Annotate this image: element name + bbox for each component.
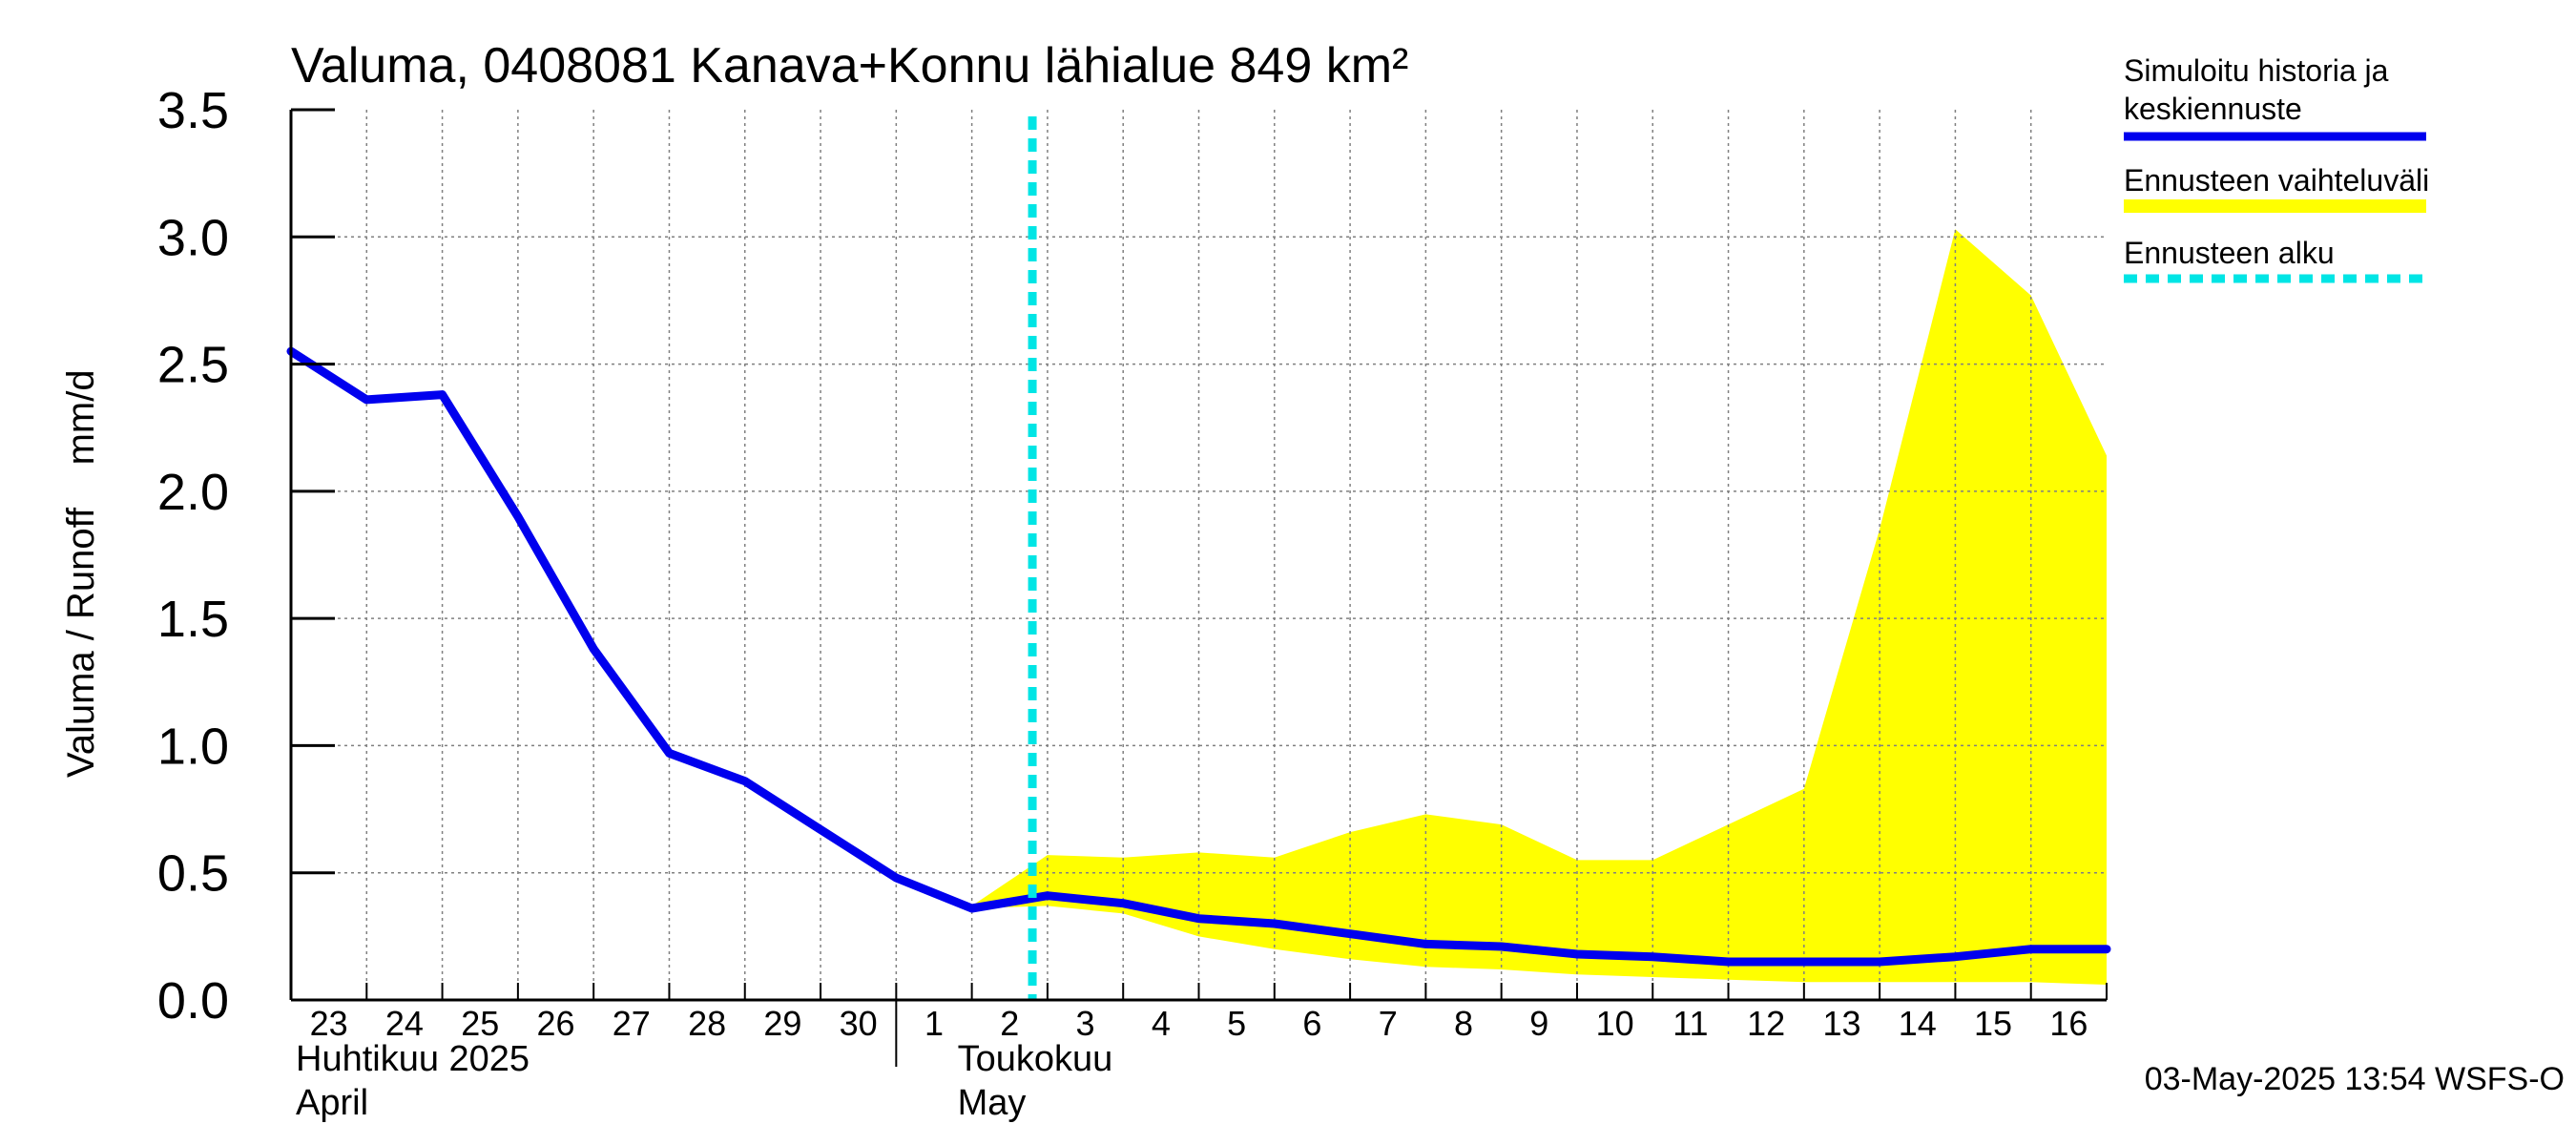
x-tick-label: 29 bbox=[763, 1004, 801, 1043]
x-tick-labels: 23 24 25 26 27 28 29 30 1 2 3 4 5 6 7 8 9 10 11 12 13 14 15 16 bbox=[290, 983, 2108, 1043]
x-tick-label: 14 bbox=[1899, 1004, 1937, 1043]
x-tick-label: 4 bbox=[1152, 1004, 1171, 1043]
month-label-en: April bbox=[296, 1083, 368, 1123]
y-tick-label: 1.5 bbox=[157, 591, 229, 648]
x-tick-label: 5 bbox=[1227, 1004, 1246, 1043]
legend: Simuloitu historia ja keskiennuste Ennuste… bbox=[2124, 53, 2429, 283]
series-layer bbox=[286, 116, 2111, 1000]
grid bbox=[291, 110, 2107, 1000]
footer-timestamp: 03-May-2025 13:54 WSFS-O bbox=[2145, 1061, 2565, 1097]
y-tick-label: 2.0 bbox=[157, 464, 229, 521]
y-tick-label: 1.0 bbox=[157, 718, 229, 775]
series-line-simulated bbox=[286, 346, 2111, 967]
legend-label-simulated: Simuloitu historia ja keskiennuste bbox=[2124, 53, 2389, 126]
x-tick-label: 6 bbox=[1302, 1004, 1321, 1043]
y-tick-label: 2.5 bbox=[157, 337, 229, 394]
x-tick-label: 11 bbox=[1672, 1004, 1708, 1043]
month-label-fi: Toukokuu bbox=[958, 1039, 1113, 1079]
y-tick-labels: 0.0 0.5 1.0 1.5 2.0 2.5 3.0 3.5 bbox=[157, 82, 335, 1030]
x-tick-label: 13 bbox=[1822, 1004, 1860, 1043]
y-tick-label: 3.5 bbox=[157, 82, 229, 139]
y-tick-label: 0.5 bbox=[157, 845, 229, 903]
chart-title: Valuma, 0408081 Kanava+Konnu lähialue 84… bbox=[291, 38, 1408, 94]
y-tick-label: 3.0 bbox=[157, 209, 229, 266]
x-tick-label: 26 bbox=[536, 1004, 574, 1043]
x-tick-label: 10 bbox=[1596, 1004, 1634, 1043]
x-tick-label: 27 bbox=[613, 1004, 651, 1043]
y-axis-label: Valuma / Runoff mm/d bbox=[60, 369, 102, 778]
x-tick-label: 9 bbox=[1529, 1004, 1548, 1043]
forecast-range-layer bbox=[971, 229, 2107, 986]
x-tick-label: 24 bbox=[385, 1004, 424, 1043]
forecast-range-band bbox=[971, 229, 2107, 986]
x-tick-label: 2 bbox=[1000, 1004, 1019, 1043]
x-tick-label: 8 bbox=[1454, 1004, 1473, 1043]
x-tick-label: 23 bbox=[310, 1004, 348, 1043]
x-tick-label: 3 bbox=[1076, 1004, 1095, 1043]
x-tick-label: 30 bbox=[840, 1004, 878, 1043]
x-tick-label: 16 bbox=[2049, 1004, 2088, 1043]
x-tick-label: 7 bbox=[1379, 1004, 1398, 1043]
month-label-en: May bbox=[958, 1083, 1027, 1123]
x-tick-label: 12 bbox=[1747, 1004, 1785, 1043]
legend-label-forecast-start: Ennusteen alku bbox=[2124, 236, 2335, 270]
y-tick-label: 0.0 bbox=[157, 972, 229, 1030]
month-label-fi: Huhtikuu 2025 bbox=[296, 1039, 530, 1079]
x-tick-label: 1 bbox=[924, 1004, 944, 1043]
legend-label-range: Ennusteen vaihteluväli bbox=[2124, 163, 2429, 198]
x-tick-label: 15 bbox=[1974, 1004, 2012, 1043]
x-tick-label: 25 bbox=[461, 1004, 499, 1043]
x-tick-label: 28 bbox=[688, 1004, 726, 1043]
